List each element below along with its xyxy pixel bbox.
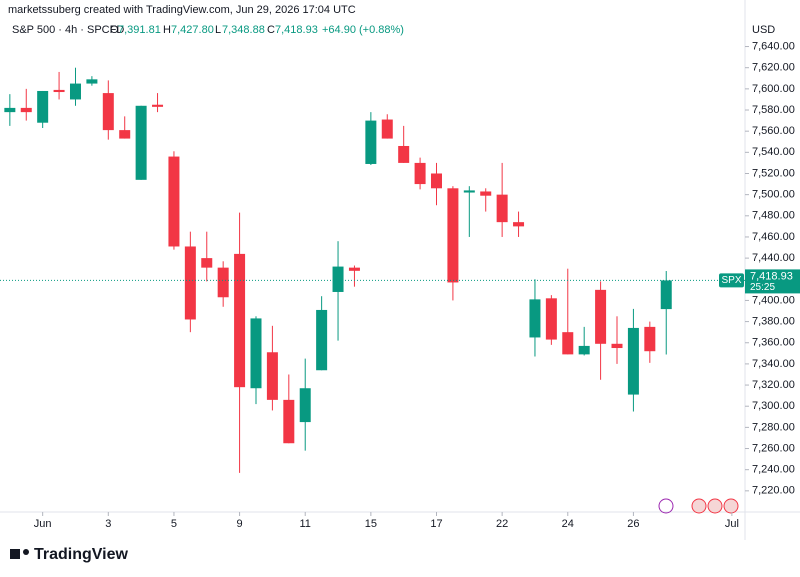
candle-body (299, 388, 311, 423)
x-tick-label: 17 (430, 518, 442, 530)
candle-body (381, 119, 393, 139)
candle-body (102, 93, 114, 131)
watermark: marketssuberg created with TradingView.c… (8, 4, 356, 16)
candle-body (398, 145, 410, 163)
candle-body (529, 299, 541, 338)
candle-body (545, 298, 557, 340)
logo: TradingView (10, 546, 129, 563)
candle-body (53, 89, 65, 93)
low-label: L (215, 24, 221, 36)
y-tick-label: 7,260.00 (752, 442, 795, 454)
high-label: H (163, 24, 171, 36)
y-tick-label: 7,620.00 (752, 62, 795, 74)
y-tick-label: 7,560.00 (752, 125, 795, 137)
candle-body (4, 107, 16, 113)
y-tick-label: 7,480.00 (752, 210, 795, 222)
y-tick-label: 7,280.00 (752, 421, 795, 433)
x-tick-label: 26 (627, 518, 639, 530)
candle-body (184, 246, 196, 320)
open-label: O (110, 24, 119, 36)
low-value: 7,348.88 (222, 24, 265, 36)
last-price-box (745, 269, 800, 294)
y-tick-label: 7,220.00 (752, 485, 795, 497)
candle-body (644, 326, 656, 352)
y-tick-label: 7,340.00 (752, 358, 795, 370)
x-tick-label: 3 (105, 518, 111, 530)
candle-body (168, 156, 180, 247)
candle-body (266, 352, 278, 400)
candle-body (217, 267, 229, 298)
candle-body (86, 79, 98, 84)
event-icons (658, 498, 739, 514)
candle-body (152, 104, 164, 107)
candle-body (480, 191, 492, 196)
x-tick-label: Jun (34, 518, 52, 530)
x-tick-label: 11 (300, 518, 311, 530)
candle-body (463, 190, 475, 193)
candle-body (513, 222, 525, 227)
x-tick-label: 24 (562, 518, 574, 530)
y-tick-label: 7,300.00 (752, 400, 795, 412)
candle-body (201, 258, 213, 268)
candle-body (37, 90, 49, 123)
candle-body (627, 327, 639, 395)
x-tick-label: 5 (171, 518, 177, 530)
close-label: C (267, 24, 275, 36)
y-tick-label: 7,580.00 (752, 104, 795, 116)
candle-body (234, 253, 246, 388)
countdown: 25:25 (750, 282, 775, 293)
y-tick-label: 7,360.00 (752, 337, 795, 349)
candle-body (595, 289, 607, 344)
y-tick-label: 7,640.00 (752, 40, 795, 52)
y-tick-label: 7,380.00 (752, 315, 795, 327)
candle-body (348, 267, 360, 271)
candle-body (69, 83, 81, 100)
candle-body (250, 318, 262, 389)
y-tick-label: 7,400.00 (752, 294, 795, 306)
x-tick-label: 22 (496, 518, 508, 530)
y-tick-label: 7,520.00 (752, 167, 795, 179)
candle-body (316, 309, 328, 371)
x-tick-label: 15 (365, 518, 377, 530)
candle-body (611, 343, 623, 349)
candle-body (20, 107, 32, 113)
symbol: S&P 500 · 4h · SPCFD (12, 24, 124, 36)
change: +64.90 (+0.88%) (322, 24, 404, 36)
currency: USD (752, 24, 775, 36)
candle-body (447, 188, 459, 283)
x-tick-label: 9 (237, 518, 243, 530)
candle-body (119, 130, 131, 139)
last-price-label: 7,418.93 (750, 270, 793, 282)
y-tick-label: 7,600.00 (752, 83, 795, 95)
y-tick-label: 7,460.00 (752, 231, 795, 243)
candle-body (365, 120, 377, 164)
symbol-box (719, 273, 744, 288)
y-tick-label: 7,440.00 (752, 252, 795, 264)
candle-body (496, 194, 508, 223)
candle-body (135, 105, 147, 180)
open-value: 7,391.81 (118, 24, 161, 36)
candle-body (283, 399, 295, 444)
x-tick-label: Jul (725, 518, 739, 530)
candle-body (414, 162, 426, 185)
logo-text: TradingView (34, 546, 129, 563)
close-value: 7,418.93 (275, 24, 318, 36)
candle-body (578, 345, 590, 355)
symbol-label: SPX (721, 275, 741, 286)
candle-body (562, 332, 574, 355)
y-tick-label: 7,500.00 (752, 189, 795, 201)
candle-body (430, 173, 442, 189)
y-tick-label: 7,240.00 (752, 464, 795, 476)
high-value: 7,427.80 (171, 24, 214, 36)
candle-body (332, 266, 344, 292)
y-tick-label: 7,540.00 (752, 146, 795, 158)
y-tick-label: 7,320.00 (752, 379, 795, 391)
candle-body (660, 280, 672, 310)
